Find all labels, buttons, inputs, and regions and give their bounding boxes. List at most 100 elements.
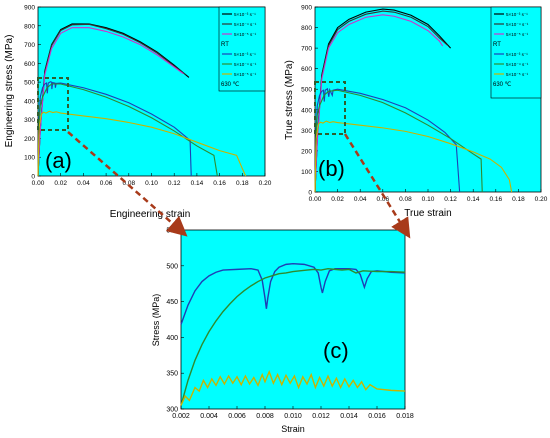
- x-tick-label: 0.018: [396, 413, 414, 420]
- legend-entry: 5×10⁻⁴ s⁻¹: [234, 62, 257, 67]
- panel-a-ylabel: Engineering stress (MPa): [4, 35, 15, 148]
- y-tick-label: 900: [24, 5, 35, 12]
- series-line-2: [314, 14, 444, 193]
- x-tick-label: 0.00: [309, 196, 322, 203]
- panel-b-xlabel: True strain: [404, 208, 451, 219]
- x-tick-label: 0.16: [213, 180, 226, 187]
- series-line-5: [37, 110, 247, 177]
- x-tick-label: 0.12: [444, 196, 457, 203]
- panel-b-curves: [314, 8, 513, 193]
- series-line-1: [37, 23, 186, 177]
- legend-entry: 5×10⁻⁵ s⁻¹: [506, 72, 529, 77]
- legend-title-630: 630 ℃: [221, 82, 240, 88]
- x-tick-label: 0.18: [236, 180, 249, 187]
- y-tick-label: 300: [166, 407, 178, 414]
- panel-a-legend: 5×10⁻³ s⁻¹ 5×10⁻⁴ s⁻¹ 5×10⁻⁵ s⁻¹ RT 5×10⁻³ s…: [218, 6, 266, 92]
- legend-entry: 5×10⁻⁵ s⁻¹: [234, 32, 257, 37]
- x-tick-label: 0.14: [191, 180, 204, 187]
- y-tick-label: 600: [301, 66, 312, 73]
- x-tick-label: 0.04: [354, 196, 367, 203]
- x-tick-label: 0.08: [399, 196, 412, 203]
- panel-a-legend-box: [218, 6, 266, 92]
- y-tick-label: 300: [301, 128, 312, 135]
- y-tick-label: 800: [24, 23, 35, 30]
- y-tick-label: 350: [166, 371, 178, 378]
- series-line-2: [180, 369, 406, 406]
- panel-c-xlabel: Strain: [281, 424, 305, 434]
- y-tick-label: 400: [24, 98, 35, 105]
- x-tick-label: 0.14: [467, 196, 480, 203]
- y-tick-label: 400: [301, 107, 312, 114]
- panel-b-legend: 5×10⁻³ s⁻¹ 5×10⁻⁴ s⁻¹ 5×10⁻⁵ s⁻¹ RT 5×10⁻³ s…: [490, 6, 542, 99]
- legend-entry: 5×10⁻⁵ s⁻¹: [506, 32, 529, 37]
- legend-entry: 5×10⁻³ s⁻¹: [234, 52, 256, 57]
- x-tick-label: 0.10: [422, 196, 435, 203]
- y-tick-label: 450: [166, 299, 178, 306]
- legend-entry: 5×10⁻⁵ s⁻¹: [234, 72, 257, 77]
- x-tick-label: 0.004: [200, 413, 218, 420]
- x-tick-label: 0.06: [376, 196, 389, 203]
- x-tick-label: 0.006: [228, 413, 246, 420]
- panel-b-legend-box: [490, 6, 542, 99]
- panel-b-ticks: 0.00 0.02 0.04 0.06 0.08 0.10 0.12 0.14 0.16 0.18…: [301, 5, 548, 204]
- callout-arrows: [67, 131, 411, 239]
- y-tick-label: 300: [24, 117, 35, 124]
- panel-b-zoom-box: [314, 81, 346, 135]
- panel-c: 0.002 0.004 0.006 0.008 0.010 0.012 0.014 0.016…: [151, 228, 414, 435]
- series-line-1: [180, 267, 406, 406]
- panel-b-ylabel: True stress (MPa): [284, 60, 295, 140]
- x-tick-label: 0.12: [168, 180, 181, 187]
- x-tick-label: 0.00: [32, 180, 45, 187]
- x-tick-label: 0.08: [122, 180, 135, 187]
- legend-title-rt: RT: [221, 42, 229, 48]
- panel-a-label: (a): [45, 148, 72, 173]
- x-tick-label: 0.04: [77, 180, 90, 187]
- panel-a-ticks: 0.00 0.02 0.04 0.06 0.08 0.10 0.12 0.14 0.16 0.18…: [24, 5, 272, 188]
- panel-c-ylabel: Stress (MPa): [151, 294, 161, 347]
- legend-title-rt: RT: [493, 42, 501, 48]
- x-tick-label: 0.02: [54, 180, 67, 187]
- y-tick-label: 500: [301, 87, 312, 94]
- series-line-0: [180, 262, 406, 325]
- series-line-4: [37, 83, 218, 177]
- series-line-1: [314, 10, 448, 193]
- panel-a-curves: [37, 23, 247, 177]
- panel-a: 0.00 0.02 0.04 0.06 0.08 0.10 0.12 0.14 0.16 0.18…: [4, 5, 272, 221]
- legend-entry: 5×10⁻⁴ s⁻¹: [506, 22, 529, 27]
- legend-entry: 5×10⁻⁴ s⁻¹: [506, 62, 529, 67]
- series-line-3: [37, 81, 192, 177]
- panel-b-label: (b): [318, 156, 345, 181]
- legend-entry: 5×10⁻³ s⁻¹: [234, 12, 256, 17]
- y-tick-label: 0: [308, 190, 312, 197]
- x-tick-label: 0.10: [145, 180, 158, 187]
- legend-entry: 5×10⁻⁴ s⁻¹: [234, 22, 257, 27]
- x-tick-label: 0.20: [259, 180, 272, 187]
- y-tick-label: 550: [166, 228, 178, 235]
- panel-c-label: (c): [323, 338, 349, 363]
- y-tick-label: 200: [24, 136, 35, 143]
- x-tick-label: 0.20: [535, 196, 548, 203]
- y-tick-label: 100: [24, 155, 35, 162]
- y-tick-label: 0: [31, 174, 35, 181]
- legend-entry: 5×10⁻³ s⁻¹: [506, 12, 528, 17]
- legend-entry: 5×10⁻³ s⁻¹: [506, 52, 528, 57]
- x-tick-label: 0.06: [100, 180, 113, 187]
- legend-title-630: 630 ℃: [493, 82, 512, 88]
- y-tick-label: 500: [24, 80, 35, 87]
- y-tick-label: 200: [301, 148, 312, 155]
- y-tick-label: 100: [301, 169, 312, 176]
- callout-arrow-a: [67, 131, 188, 237]
- x-tick-label: 0.16: [489, 196, 502, 203]
- series-line-5: [314, 120, 513, 193]
- y-tick-label: 700: [24, 42, 35, 49]
- x-tick-label: 0.02: [331, 196, 344, 203]
- y-tick-label: 800: [301, 25, 312, 32]
- callout-arrow-b: [343, 133, 411, 239]
- y-tick-label: 400: [166, 335, 178, 342]
- panel-b: 0.00 0.02 0.04 0.06 0.08 0.10 0.12 0.14 0.16 0.18…: [284, 5, 548, 220]
- panel-a-zoom-box: [37, 77, 69, 131]
- x-tick-label: 0.008: [256, 413, 274, 420]
- x-tick-label: 0.18: [512, 196, 525, 203]
- y-tick-label: 900: [301, 5, 312, 12]
